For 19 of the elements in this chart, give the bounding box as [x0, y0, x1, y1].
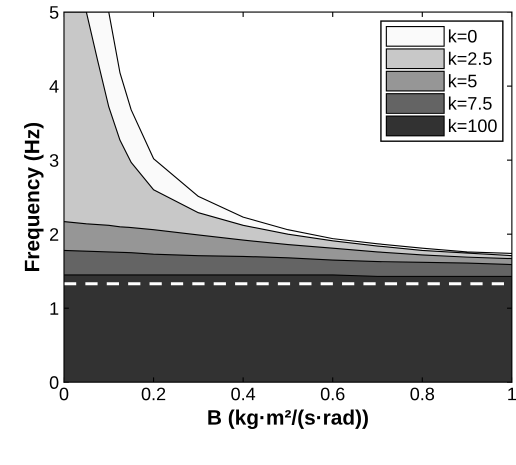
y-axis-title: Frequency (Hz) [24, 122, 44, 272]
y-tick-label: 2 [50, 228, 58, 241]
x-tick-label: 1 [508, 388, 516, 400]
x-tick-label: 0.6 [320, 388, 344, 400]
legend-label: k=7.5 [448, 96, 492, 110]
legend-label: k=100 [448, 118, 497, 132]
x-tick-label: 0.4 [231, 388, 256, 400]
y-tick-label: 5 [50, 6, 58, 19]
x-tick-label: 0.8 [410, 388, 434, 400]
legend-label: k=0 [448, 29, 477, 43]
x-tick-label: 0.2 [142, 388, 166, 400]
y-tick-label: 4 [49, 80, 59, 93]
y-tick-label: 0 [50, 376, 58, 389]
legend-label: k=2.5 [448, 52, 492, 65]
y-tick-label: 3 [50, 154, 58, 167]
x-axis-title: B (kg·m²/(s·rad)) [208, 409, 368, 429]
legend-label: k=5 [448, 74, 477, 88]
y-tick-label: 1 [50, 302, 58, 315]
x-tick-label: 0 [60, 388, 68, 400]
